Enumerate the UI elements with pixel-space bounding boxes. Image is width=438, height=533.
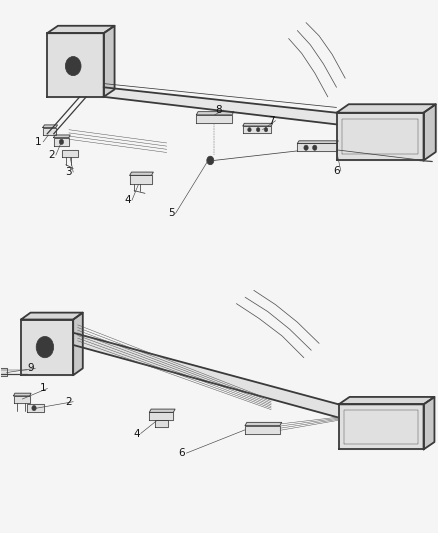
- Polygon shape: [339, 405, 424, 449]
- Polygon shape: [73, 313, 83, 375]
- Polygon shape: [14, 393, 31, 396]
- Polygon shape: [104, 87, 336, 124]
- Polygon shape: [21, 313, 83, 319]
- Circle shape: [36, 336, 53, 358]
- Circle shape: [313, 145, 317, 150]
- Circle shape: [256, 127, 260, 132]
- Text: 1: 1: [39, 383, 46, 393]
- Circle shape: [65, 56, 81, 76]
- Polygon shape: [245, 425, 280, 433]
- Circle shape: [32, 406, 36, 411]
- Text: 4: 4: [133, 429, 140, 439]
- Text: 6: 6: [333, 166, 340, 176]
- Polygon shape: [21, 319, 73, 375]
- Circle shape: [248, 127, 251, 132]
- Polygon shape: [47, 26, 115, 33]
- Circle shape: [264, 127, 268, 132]
- Text: 7: 7: [268, 116, 275, 126]
- Text: 6: 6: [179, 448, 185, 458]
- Polygon shape: [53, 135, 70, 138]
- Polygon shape: [243, 123, 272, 126]
- Polygon shape: [149, 409, 175, 413]
- Polygon shape: [297, 143, 336, 151]
- Circle shape: [304, 145, 308, 150]
- Text: 8: 8: [215, 105, 223, 115]
- Polygon shape: [14, 396, 30, 403]
- Polygon shape: [130, 172, 153, 175]
- Text: 5: 5: [168, 208, 174, 219]
- Polygon shape: [73, 333, 339, 418]
- Circle shape: [207, 156, 214, 165]
- Polygon shape: [149, 413, 173, 420]
- Polygon shape: [297, 141, 338, 143]
- Polygon shape: [336, 113, 424, 160]
- Polygon shape: [336, 104, 436, 113]
- Polygon shape: [424, 104, 436, 160]
- Polygon shape: [245, 422, 282, 425]
- Polygon shape: [53, 138, 69, 146]
- Text: 3: 3: [66, 167, 72, 177]
- Polygon shape: [130, 175, 152, 184]
- Text: 4: 4: [124, 195, 131, 205]
- Polygon shape: [196, 112, 234, 115]
- Text: 9: 9: [28, 364, 34, 373]
- Polygon shape: [27, 405, 44, 413]
- Polygon shape: [155, 420, 168, 426]
- Polygon shape: [62, 150, 78, 157]
- Polygon shape: [196, 115, 232, 123]
- Polygon shape: [104, 26, 115, 97]
- Polygon shape: [243, 126, 271, 133]
- Text: 2: 2: [48, 150, 55, 160]
- Text: 2: 2: [66, 397, 72, 407]
- Polygon shape: [0, 368, 7, 376]
- Polygon shape: [47, 33, 104, 97]
- Polygon shape: [424, 397, 434, 449]
- Circle shape: [59, 139, 64, 144]
- Polygon shape: [43, 125, 57, 127]
- Text: 1: 1: [35, 137, 42, 147]
- Polygon shape: [43, 127, 56, 135]
- Polygon shape: [339, 397, 434, 405]
